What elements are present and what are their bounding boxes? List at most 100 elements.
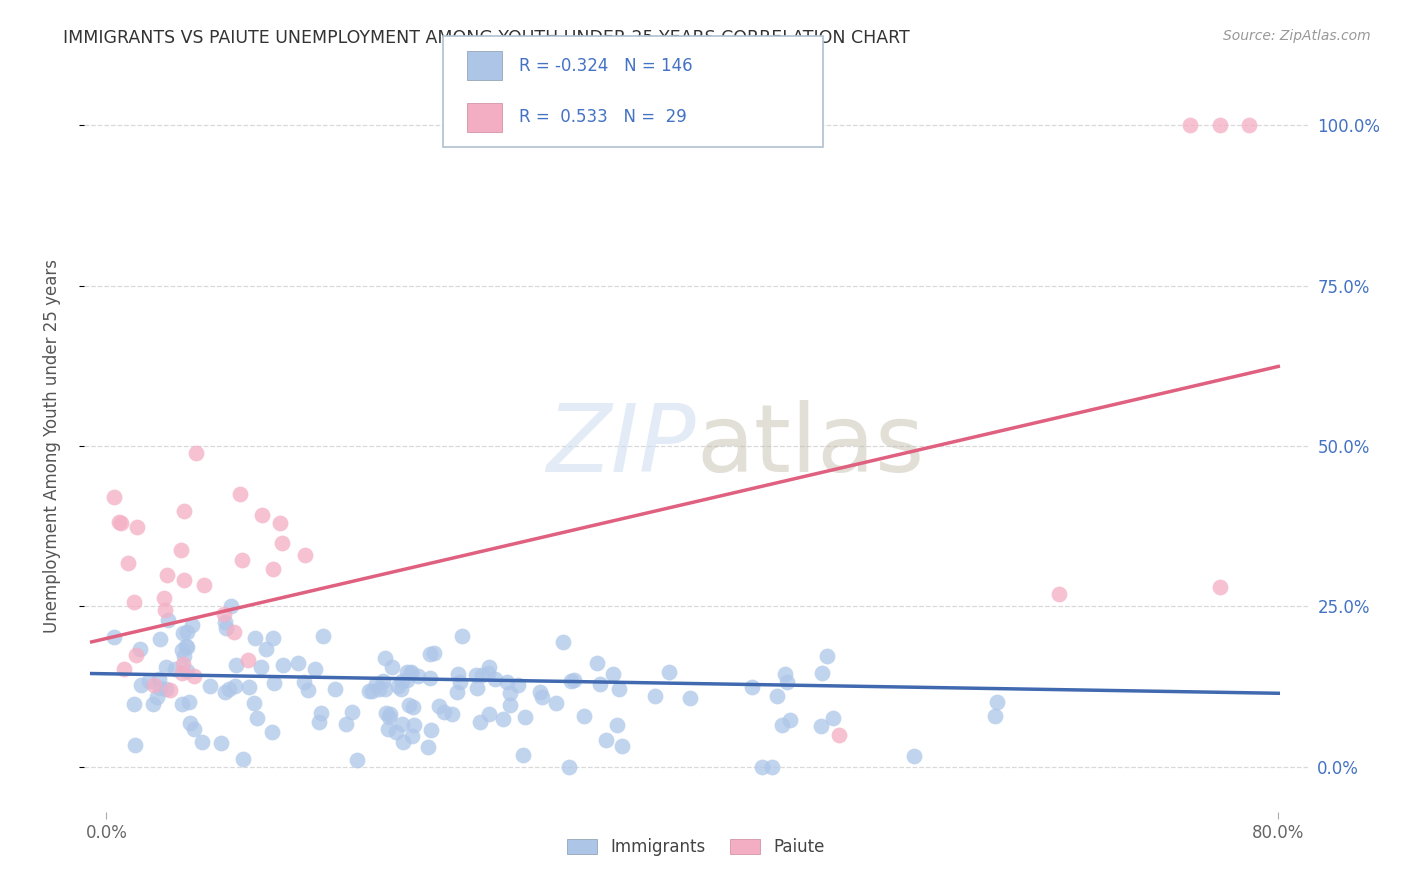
Point [377,723,399,737]
Point [465,681,488,695]
Point [214,685,236,699]
Point [589,677,612,691]
Point [416,739,439,754]
Point [242,697,264,711]
Point [225,657,247,672]
Point [155,659,177,673]
Point [304,662,326,676]
Point [262,562,284,576]
Point [399,666,422,681]
Point [122,595,145,609]
Point [1237,118,1260,132]
Point [155,682,177,697]
Point [770,718,793,732]
Point [228,486,250,500]
Point [142,697,165,711]
Point [159,683,181,698]
Point [903,749,925,764]
Point [146,690,169,705]
Point [810,666,832,681]
Point [170,665,193,680]
Point [644,689,666,703]
Point [163,662,186,676]
Point [779,713,801,727]
Point [172,625,194,640]
Point [378,710,401,724]
Text: atlas: atlas [696,400,924,492]
Point [173,574,195,588]
Point [193,578,215,592]
Point [231,553,253,567]
Point [1180,118,1202,132]
Point [312,629,335,643]
Point [679,690,702,705]
Point [1047,586,1070,600]
Point [572,709,595,723]
Point [606,717,628,731]
Point [297,682,319,697]
Point [191,735,214,749]
Point [607,682,630,697]
Point [395,673,418,687]
Point [184,446,207,460]
Point [249,660,271,674]
Point [402,700,425,714]
Point [254,642,277,657]
Point [451,629,474,643]
Point [173,503,195,517]
Point [401,729,423,743]
Point [408,669,430,683]
Point [385,725,408,739]
Point [765,689,787,703]
Point [478,706,501,721]
Point [440,706,463,721]
Y-axis label: Unemployment Among Youth under 25 years: Unemployment Among Youth under 25 years [42,259,60,633]
Point [484,672,506,686]
Point [529,685,551,699]
Point [391,716,413,731]
Point [125,520,148,534]
Point [212,607,235,621]
Point [177,696,200,710]
Point [236,653,259,667]
Point [173,649,195,664]
Point [357,683,380,698]
Point [271,658,294,673]
Point [404,718,426,732]
Point [513,710,536,724]
Point [246,711,269,725]
Point [103,491,125,505]
Point [172,657,194,671]
Point [107,515,129,529]
Point [361,684,384,698]
Point [179,716,201,731]
Point [181,618,204,632]
Point [262,631,284,645]
Point [512,748,534,763]
Point [821,711,844,725]
Point [478,660,501,674]
Point [143,678,166,692]
Point [560,674,582,689]
Point [449,675,471,690]
Point [209,736,232,750]
Point [546,696,568,710]
Point [984,709,1007,723]
Point [391,735,413,749]
Point [1208,118,1230,132]
Point [172,697,194,711]
Point [232,752,254,766]
Point [595,733,617,747]
Point [396,665,419,680]
Point [368,681,391,696]
Legend: Immigrants, Paiute: Immigrants, Paiute [567,838,825,856]
Point [986,695,1008,709]
Point [751,760,773,774]
Point [364,677,387,691]
Point [374,681,396,696]
Point [427,699,450,714]
Point [148,672,170,686]
Point [157,613,180,627]
Point [103,631,125,645]
Point [496,675,519,690]
